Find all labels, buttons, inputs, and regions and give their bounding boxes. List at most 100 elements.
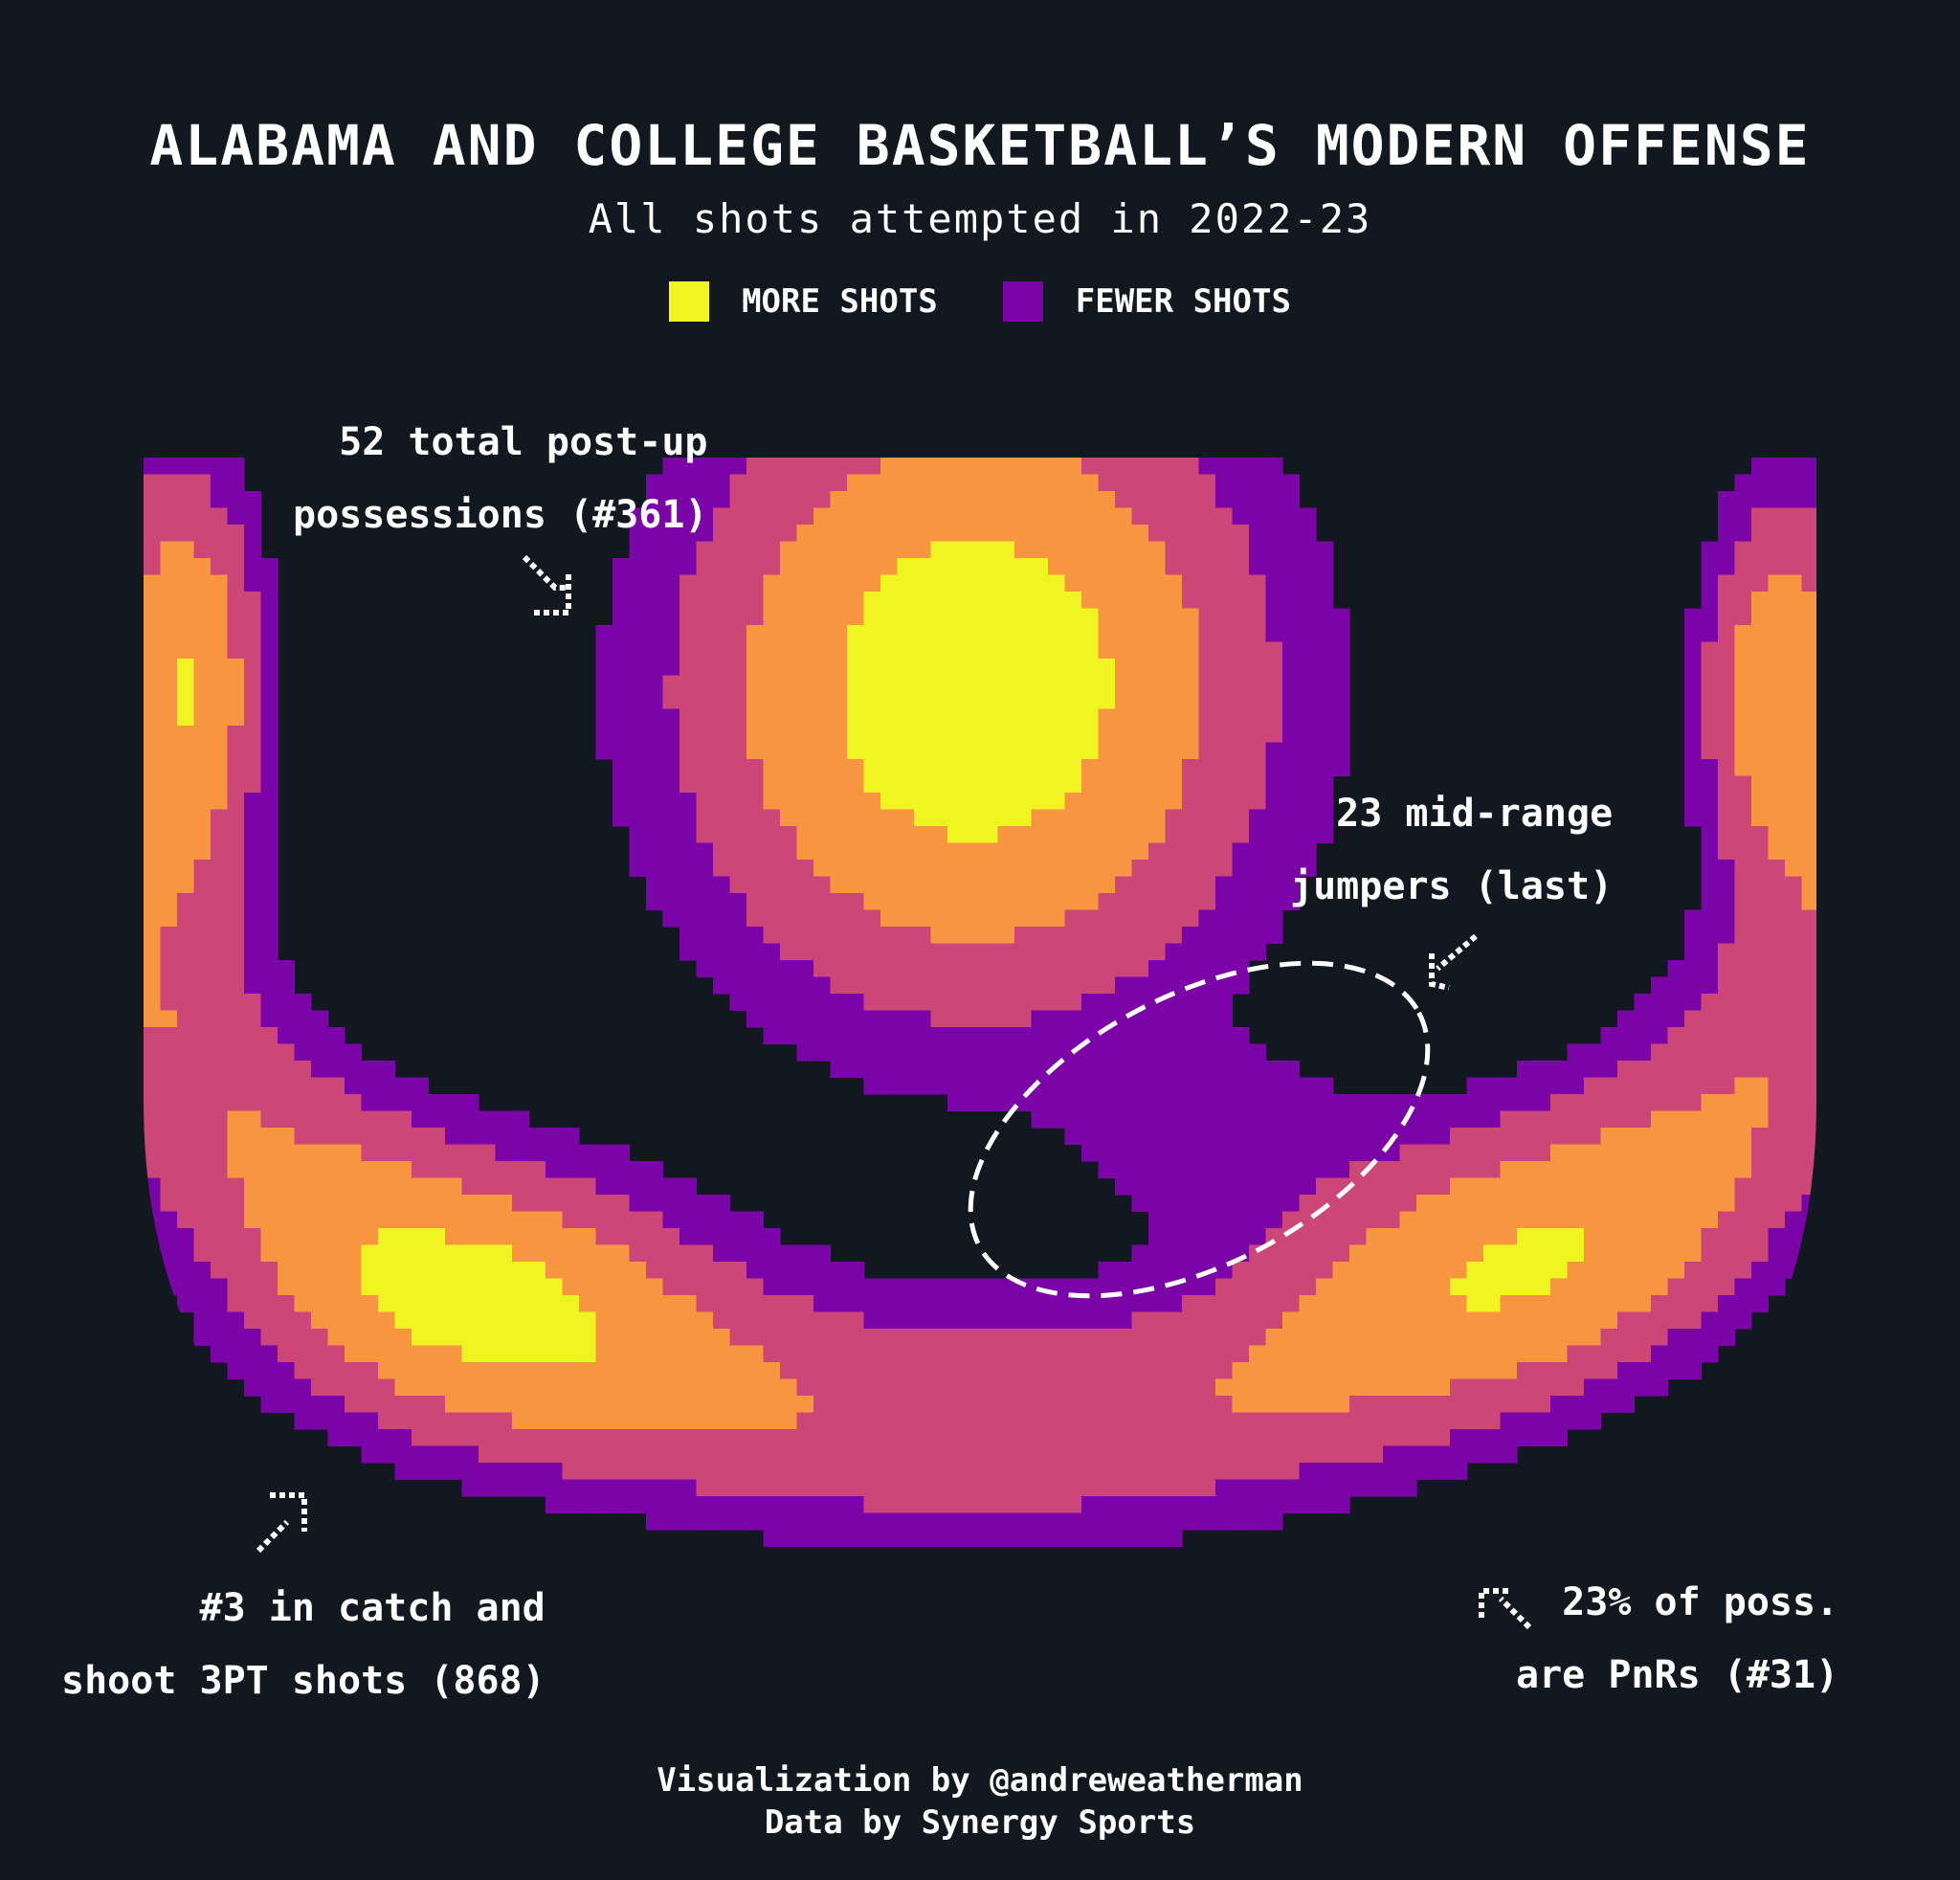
- heatmap-cell: [244, 1061, 262, 1079]
- heatmap-cell: [445, 1177, 463, 1196]
- heatmap-cell: [412, 1128, 430, 1146]
- heatmap-cell: [378, 1128, 396, 1146]
- heatmap-cell: [1131, 1311, 1149, 1330]
- heatmap-cell: [914, 759, 932, 777]
- heatmap-cell: [512, 1144, 530, 1162]
- heatmap-cell: [1282, 608, 1301, 626]
- heatmap-cell: [428, 1211, 446, 1229]
- heatmap-cell: [1182, 1429, 1200, 1447]
- heatmap-cell: [1450, 1144, 1468, 1162]
- heatmap-cell: [847, 641, 865, 660]
- heatmap-cell: [278, 1010, 296, 1028]
- heatmap-cell: [193, 876, 212, 894]
- heatmap-cell: [997, 826, 1015, 844]
- heatmap-cell: [780, 1530, 798, 1548]
- heatmap-cell: [1734, 1077, 1752, 1095]
- heatmap-cell: [1198, 1345, 1216, 1363]
- heatmap-cell: [746, 1378, 765, 1397]
- heatmap-cell: [378, 1278, 396, 1296]
- heatmap-cell: [211, 641, 229, 660]
- heatmap-cell: [1734, 1128, 1752, 1146]
- heatmap-cell: [863, 943, 881, 961]
- heatmap-cell: [1064, 742, 1082, 760]
- heatmap-cell: [394, 1195, 412, 1213]
- heatmap-cell: [1182, 592, 1200, 610]
- heatmap-cell: [144, 558, 162, 576]
- heatmap-cell: [177, 1177, 195, 1196]
- heatmap-cell: [1014, 474, 1033, 492]
- heatmap-cell: [1115, 909, 1133, 928]
- heatmap-cell: [1701, 608, 1719, 626]
- heatmap-cell: [1198, 1010, 1216, 1028]
- heatmap-cell: [311, 1345, 329, 1363]
- heatmap-cell: [1131, 659, 1149, 677]
- heatmap-cell: [244, 976, 262, 995]
- heatmap-cell: [1667, 1110, 1685, 1129]
- heatmap-cell: [1701, 1228, 1719, 1246]
- heatmap-cell: [914, 1345, 932, 1363]
- heatmap-cell: [1165, 1128, 1183, 1146]
- heatmap-cell: [512, 1262, 530, 1280]
- heatmap-cell: [345, 1329, 363, 1347]
- heatmap-cell: [964, 1077, 982, 1095]
- heatmap-cell: [897, 809, 915, 827]
- heatmap-cell: [1517, 1244, 1535, 1263]
- heatmap-cell: [528, 1429, 546, 1447]
- heatmap-cell: [1282, 1445, 1301, 1464]
- heatmap-cell: [1399, 1244, 1417, 1263]
- heatmap-cell: [930, 1061, 948, 1079]
- heatmap-cell: [1031, 474, 1049, 492]
- heatmap-cell: [211, 1244, 229, 1263]
- heatmap-cell: [646, 1228, 664, 1246]
- heatmap-cell: [813, 692, 832, 710]
- heatmap-cell: [1098, 1530, 1116, 1548]
- heatmap-cell: [947, 1530, 966, 1548]
- heatmap-cell: [1751, 474, 1770, 492]
- heatmap-cell: [780, 1311, 798, 1330]
- heatmap-cell: [1500, 1278, 1518, 1296]
- heatmap-cell: [1667, 1311, 1685, 1330]
- heatmap-cell: [1115, 1311, 1133, 1330]
- heatmap-cell: [763, 641, 781, 660]
- heatmap-cell: [177, 1061, 195, 1079]
- heatmap-cell: [1014, 1496, 1033, 1514]
- heatmap-cell: [361, 1311, 379, 1330]
- heatmap-cell: [847, 458, 865, 476]
- heatmap-cell: [1014, 909, 1033, 928]
- heatmap-cell: [830, 1396, 848, 1414]
- heatmap-cell: [1048, 1396, 1066, 1414]
- heatmap-cell: [1533, 1110, 1551, 1129]
- heatmap-cell: [981, 659, 999, 677]
- heatmap-cell: [327, 1144, 345, 1162]
- heatmap-cell: [193, 1262, 212, 1280]
- heatmap-cell: [260, 692, 278, 710]
- heatmap-cell: [897, 1496, 915, 1514]
- heatmap-cell: [780, 558, 798, 576]
- annotation-catch-shoot-line1: #3 in catch and: [199, 1586, 546, 1630]
- heatmap-cell: [1600, 1144, 1618, 1162]
- heatmap-cell: [244, 775, 262, 794]
- heatmap-cell: [1165, 927, 1183, 945]
- heatmap-cell: [1801, 641, 1816, 660]
- heatmap-cell: [1048, 1530, 1066, 1548]
- heatmap-cell: [863, 960, 881, 978]
- heatmap-cell: [278, 1329, 296, 1347]
- heatmap-cell: [696, 1512, 714, 1531]
- heatmap-cell: [1533, 1295, 1551, 1313]
- heatmap-cell: [546, 1262, 564, 1280]
- heatmap-cell: [144, 1061, 162, 1079]
- heatmap-cell: [1182, 1161, 1200, 1179]
- heatmap-cell: [1785, 507, 1803, 526]
- heatmap-cell: [1684, 976, 1703, 995]
- heatmap-cell: [1768, 1262, 1786, 1280]
- heatmap-cell: [1182, 1329, 1200, 1347]
- heatmap-cell: [244, 809, 262, 827]
- heatmap-cell: [729, 1378, 747, 1397]
- heatmap-cell: [1198, 1463, 1216, 1481]
- heatmap-cell: [1634, 994, 1652, 1012]
- heatmap-cell: [1165, 826, 1183, 844]
- heatmap-cell: [880, 1479, 899, 1497]
- heatmap-cell: [445, 1378, 463, 1397]
- heatmap-cell: [1734, 842, 1752, 861]
- heatmap-cell: [1131, 675, 1149, 693]
